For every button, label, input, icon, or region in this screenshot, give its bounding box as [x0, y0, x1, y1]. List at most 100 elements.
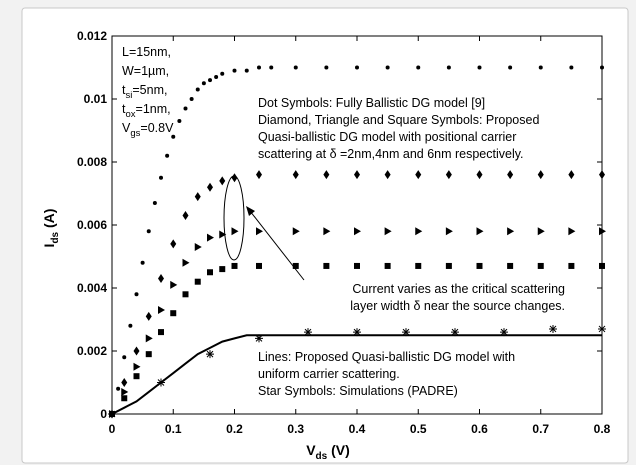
triangle-point: [384, 227, 392, 236]
diamond-point: [599, 170, 605, 180]
dot-point: [269, 65, 274, 70]
parameter-line: tsi=5nm,: [122, 83, 167, 101]
parameter-line: tox=1nm,: [122, 102, 171, 120]
diamond-point: [182, 211, 189, 221]
y-tick-label: 0.01: [84, 92, 108, 106]
note-line: Current varies as the critical scatterin…: [352, 282, 565, 296]
square-point: [445, 262, 452, 269]
parameter-line: L=15nm,: [122, 45, 171, 59]
y-tick-label: 0.012: [77, 29, 107, 43]
square-point: [476, 262, 483, 269]
dot-point: [220, 71, 225, 76]
diamond-point: [292, 170, 299, 180]
triangle-point: [537, 227, 545, 236]
note-line: layer width δ near the source changes.: [350, 299, 565, 313]
y-tick-label: 0.002: [77, 344, 107, 358]
x-axis-label: Vds (V): [306, 442, 350, 462]
legend-bottom-line: Lines: Proposed Quasi-ballistic DG model…: [258, 350, 515, 364]
triangle-point: [133, 362, 141, 371]
star-point: [353, 328, 361, 337]
diamond-point: [384, 170, 391, 180]
dot-point: [152, 200, 157, 205]
triangle-point: [158, 306, 165, 315]
dot-point: [446, 65, 451, 70]
dot-point: [416, 65, 421, 70]
y-tick-label: 0.008: [77, 155, 107, 169]
x-tick-label: 0.1: [165, 422, 182, 436]
square-point: [121, 395, 128, 402]
triangle-point: [182, 258, 190, 267]
legend-bottom-line: Star Symbols: Simulations (PADRE): [258, 384, 458, 398]
plot-area: [111, 35, 603, 415]
star-point: [402, 328, 410, 337]
dot-point: [189, 97, 194, 101]
chart-text: 0 0.1 0.2 0.3 0.4 0.5 0.6 0.7 0.8 0 0.002 0.004 0.00…: [41, 29, 611, 462]
dot-point: [183, 106, 188, 111]
star-point: [157, 378, 165, 387]
diamond-point: [507, 170, 514, 180]
square-point: [256, 262, 262, 269]
dot-point: [538, 65, 543, 70]
dot-point: [477, 65, 482, 70]
series-line-uniform-scattering: [111, 334, 602, 415]
square-point: [323, 262, 330, 269]
square-point: [599, 262, 605, 269]
triangle-point: [219, 230, 227, 239]
triangle-point: [568, 227, 576, 236]
legend-top-line: scattering at δ =2nm,4nm and 6nm respect…: [258, 147, 524, 161]
diamond-point: [445, 170, 452, 180]
triangle-point: [445, 227, 453, 236]
dot-point: [355, 65, 359, 70]
x-tick-label: 0.2: [226, 422, 243, 436]
dot-point: [165, 153, 170, 158]
triangle-point: [194, 243, 202, 252]
dot-point: [385, 65, 390, 70]
legend-top-line: Dot Symbols: Fully Ballistic DG model [9…: [258, 96, 485, 110]
star-point: [598, 324, 606, 333]
triangle-point: [415, 227, 423, 236]
dot-point: [146, 229, 151, 234]
diamond-point: [219, 176, 226, 186]
triangle-point: [599, 227, 606, 236]
diamond-point: [537, 170, 544, 180]
parameter-line: Vgs=0.8V: [122, 121, 174, 139]
diamond-point: [207, 182, 213, 192]
dot-point: [159, 175, 163, 180]
diamond-point: [415, 170, 422, 180]
triangle-point: [476, 227, 484, 236]
annotation-arrowhead: [246, 206, 255, 216]
square-point: [384, 262, 391, 269]
dot-point: [171, 134, 176, 139]
triangle-point: [121, 387, 129, 396]
dot-point: [324, 65, 329, 70]
triangle-point: [145, 334, 153, 343]
legend-top-line: Quasi-ballistic DG model with positional…: [258, 130, 516, 144]
dot-point: [116, 386, 121, 391]
square-point: [145, 351, 152, 358]
x-tick-label: 0.7: [532, 422, 549, 436]
legend-top-line: Diamond, Triangle and Square Symbols: Pr…: [258, 113, 539, 127]
square-point: [507, 262, 514, 269]
x-tick-label: 0.6: [471, 422, 488, 436]
triangle-point: [292, 227, 300, 236]
x-tick-label: 0.8: [594, 422, 611, 436]
x-tick-label: 0.4: [349, 422, 366, 436]
triangle-point: [507, 227, 515, 236]
square-point: [133, 373, 140, 380]
diamond-point: [323, 170, 330, 180]
triangle-point: [170, 280, 178, 289]
y-axis-label: Ids (A): [41, 209, 61, 248]
x-tick-label: 0.3: [287, 422, 304, 436]
highlight-ellipse: [223, 175, 245, 261]
diamond-point: [568, 170, 575, 180]
square-point: [194, 278, 201, 285]
square-point: [354, 262, 360, 269]
square-point: [537, 262, 544, 269]
square-point: [415, 262, 422, 269]
dot-point: [208, 78, 212, 83]
square-point: [207, 269, 213, 276]
star-point: [304, 328, 312, 337]
dot-point: [177, 119, 182, 124]
dot-point: [201, 81, 206, 86]
dot-point: [122, 355, 127, 360]
